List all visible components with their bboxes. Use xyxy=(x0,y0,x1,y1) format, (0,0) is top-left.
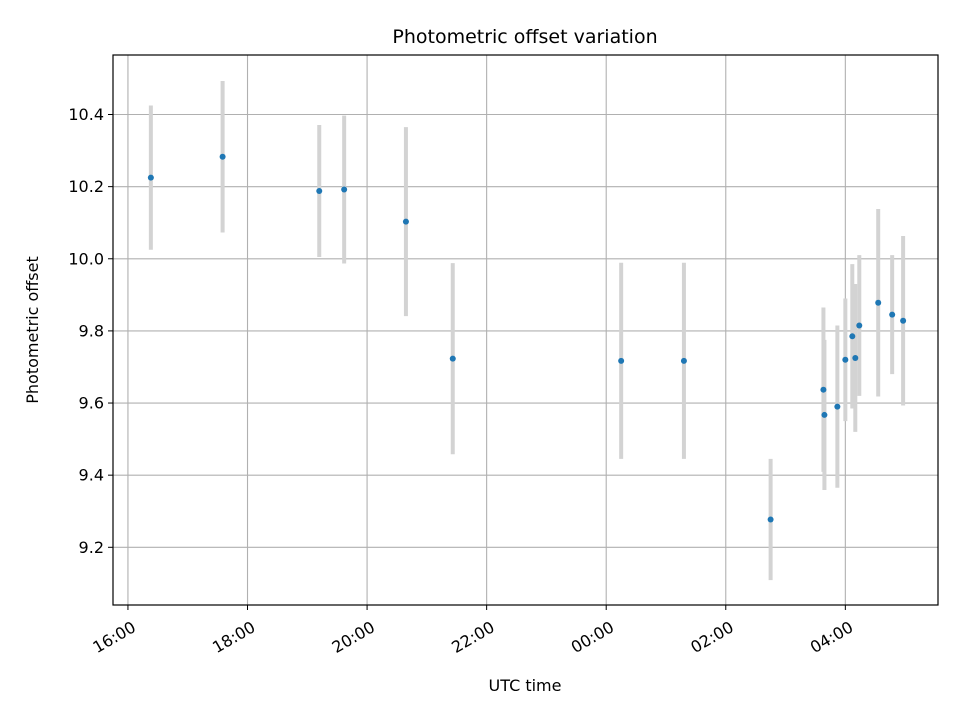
data-point xyxy=(856,322,863,329)
y-tick-label: 10.0 xyxy=(68,249,104,268)
data-point xyxy=(618,357,625,364)
y-axis-label: Photometric offset xyxy=(23,256,42,404)
data-points xyxy=(147,153,907,523)
grid xyxy=(113,55,938,605)
y-tick-label: 9.2 xyxy=(79,538,104,557)
data-point xyxy=(680,357,687,364)
data-point xyxy=(820,386,827,393)
data-point xyxy=(875,299,882,306)
data-point xyxy=(834,403,841,410)
data-point xyxy=(402,218,409,225)
plot-frame xyxy=(112,54,939,606)
chart-title: Photometric offset variation xyxy=(392,26,657,48)
data-point xyxy=(449,355,456,362)
data-point xyxy=(316,187,323,194)
y-tick-label: 9.8 xyxy=(79,321,104,340)
data-point xyxy=(842,356,849,363)
y-tick-label: 9.4 xyxy=(79,466,104,485)
data-point xyxy=(341,186,348,193)
data-point xyxy=(849,333,856,340)
data-point xyxy=(821,411,828,418)
data-point xyxy=(767,516,774,523)
data-point xyxy=(889,311,896,318)
data-point xyxy=(147,174,154,181)
x-axis-label: UTC time xyxy=(489,676,562,695)
data-point xyxy=(219,153,226,160)
y-tick-label: 10.4 xyxy=(68,105,104,124)
y-tick-label: 9.6 xyxy=(79,394,104,413)
data-point xyxy=(900,317,907,324)
y-tick-label: 10.2 xyxy=(68,177,104,196)
y-axis-ticks: 9.2 9.4 9.6 9.8 10.0 10.2 10.4 xyxy=(68,105,113,557)
data-point xyxy=(852,354,859,361)
